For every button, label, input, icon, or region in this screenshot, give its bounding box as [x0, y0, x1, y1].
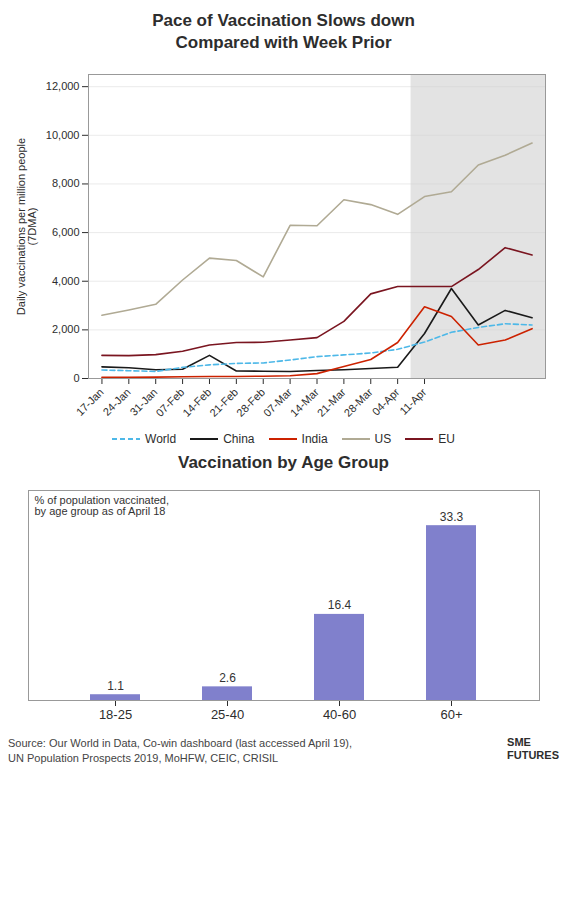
- svg-text:21-Feb: 21-Feb: [207, 386, 240, 419]
- html-text:Vaccination by Age Group: Vaccination by Age Group: [178, 453, 389, 473]
- svg-text:60+: 60+: [440, 707, 462, 722]
- html-text:EU: EU: [438, 432, 455, 447]
- html-text:SME FUTURES: SME FUTURES: [507, 736, 559, 762]
- svg-text:18-25: 18-25: [99, 707, 132, 722]
- html-text:Pace of Vaccination Slows down: Pace of Vaccination Slows down Compared …: [152, 11, 415, 53]
- html-text:India: India: [301, 432, 328, 447]
- svg-text:16.4: 16.4: [328, 599, 352, 613]
- html-text:US: US: [374, 432, 392, 447]
- svg-text:10,000: 10,000: [46, 129, 80, 141]
- svg-text:07-Feb: 07-Feb: [153, 386, 186, 419]
- svg-text:4,000: 4,000: [52, 275, 80, 287]
- svg-text:33.3: 33.3: [440, 510, 464, 524]
- svg-text:28-Feb: 28-Feb: [234, 386, 267, 419]
- svg-text:07-Mar: 07-Mar: [261, 386, 294, 419]
- svg-text:8,000: 8,000: [52, 178, 80, 190]
- svg-text:2.6: 2.6: [219, 671, 236, 685]
- svg-text:6,000: 6,000: [52, 226, 80, 238]
- html-text:World: World: [145, 432, 177, 447]
- svg-text:21-Mar: 21-Mar: [315, 386, 348, 419]
- html-text:Source: Our World in Data, Co-: Source: Our World in Data, Co-win dashbo…: [8, 737, 352, 765]
- svg-text:12,000: 12,000: [46, 80, 80, 92]
- svg-text:2,000: 2,000: [52, 324, 80, 336]
- svg-text:04-Apr: 04-Apr: [370, 386, 402, 418]
- svg-text:17-Jan: 17-Jan: [74, 386, 106, 418]
- svg-text:0: 0: [73, 372, 79, 384]
- html-text:China: China: [223, 432, 255, 447]
- svg-text:14-Feb: 14-Feb: [180, 386, 213, 419]
- svg-text:31-Jan: 31-Jan: [127, 385, 160, 419]
- svg-text:Daily vaccinations per million: Daily vaccinations per million people(7D…: [15, 138, 38, 315]
- svg-text:40-60: 40-60: [323, 707, 356, 722]
- svg-text:14-Mar: 14-Mar: [288, 386, 321, 419]
- svg-text:25-40: 25-40: [211, 707, 244, 722]
- svg-text:28-Mar: 28-Mar: [342, 386, 375, 419]
- svg-text:% of population vaccinated,by: % of population vaccinated,by age group …: [35, 495, 170, 518]
- svg-text:24-Jan: 24-Jan: [100, 386, 132, 418]
- svg-text:1.1: 1.1: [107, 679, 124, 693]
- svg-text:11-Apr: 11-Apr: [397, 386, 428, 417]
